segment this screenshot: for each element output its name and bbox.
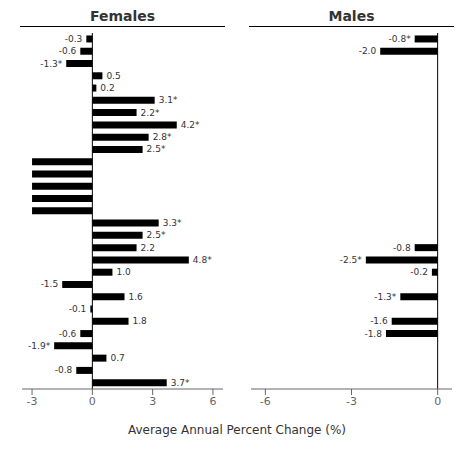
- svg-text:-0.1: -0.1: [69, 304, 87, 314]
- svg-text:4.2*: 4.2*: [181, 120, 200, 130]
- svg-text:2.2*: 2.2*: [141, 108, 160, 118]
- svg-text:6: 6: [209, 395, 216, 408]
- svg-text:-0.6: -0.6: [59, 46, 77, 56]
- html-text:Average Annual Percent Change: Average Annual Percent Change (%): [127, 423, 346, 437]
- svg-text:-0.2: -0.2: [410, 267, 428, 277]
- svg-text:3.7*: 3.7*: [171, 378, 190, 388]
- svg-text:2.8*: 2.8*: [153, 132, 172, 142]
- svg-text:0: 0: [89, 395, 96, 408]
- svg-text:-2.5*: -2.5*: [340, 255, 363, 265]
- svg-text:-1.5: -1.5: [41, 279, 59, 289]
- svg-text:-1.6: -1.6: [370, 316, 388, 326]
- svg-text:2.5*: 2.5*: [147, 230, 166, 240]
- svg-text:-1.8: -1.8: [364, 329, 382, 339]
- svg-text:-0.3: -0.3: [65, 34, 83, 44]
- html-text:Females: Females: [89, 8, 156, 24]
- svg-text:3.1*: 3.1*: [159, 95, 178, 105]
- svg-text:4.8*: 4.8*: [193, 255, 212, 265]
- svg-text:1.0: 1.0: [116, 267, 131, 277]
- svg-text:-6: -6: [260, 395, 271, 408]
- svg-text:-1.3*: -1.3*: [374, 292, 397, 302]
- svg-text:3: 3: [149, 395, 156, 408]
- svg-text:0: 0: [434, 395, 441, 408]
- svg-text:-0.8: -0.8: [393, 243, 411, 253]
- svg-text:-0.8*: -0.8*: [389, 34, 412, 44]
- svg-text:-1.9*: -1.9*: [28, 341, 51, 351]
- svg-text:1.8: 1.8: [133, 316, 148, 326]
- svg-text:2.2: 2.2: [141, 243, 155, 253]
- svg-text:3.3*: 3.3*: [163, 218, 182, 228]
- svg-text:-3: -3: [346, 395, 357, 408]
- svg-text:2.5*: 2.5*: [147, 144, 166, 154]
- svg-text:1.6: 1.6: [129, 292, 144, 302]
- svg-text:0.7: 0.7: [110, 353, 124, 363]
- svg-text:-2.0: -2.0: [359, 46, 377, 56]
- html-text:Males: Males: [328, 8, 375, 24]
- svg-text:-0.6: -0.6: [59, 329, 77, 339]
- svg-text:0.2: 0.2: [100, 83, 114, 93]
- svg-text:-1.3*: -1.3*: [40, 59, 63, 69]
- svg-text:-3: -3: [27, 395, 38, 408]
- svg-text:-0.8: -0.8: [55, 365, 73, 375]
- svg-text:0.5: 0.5: [106, 71, 120, 81]
